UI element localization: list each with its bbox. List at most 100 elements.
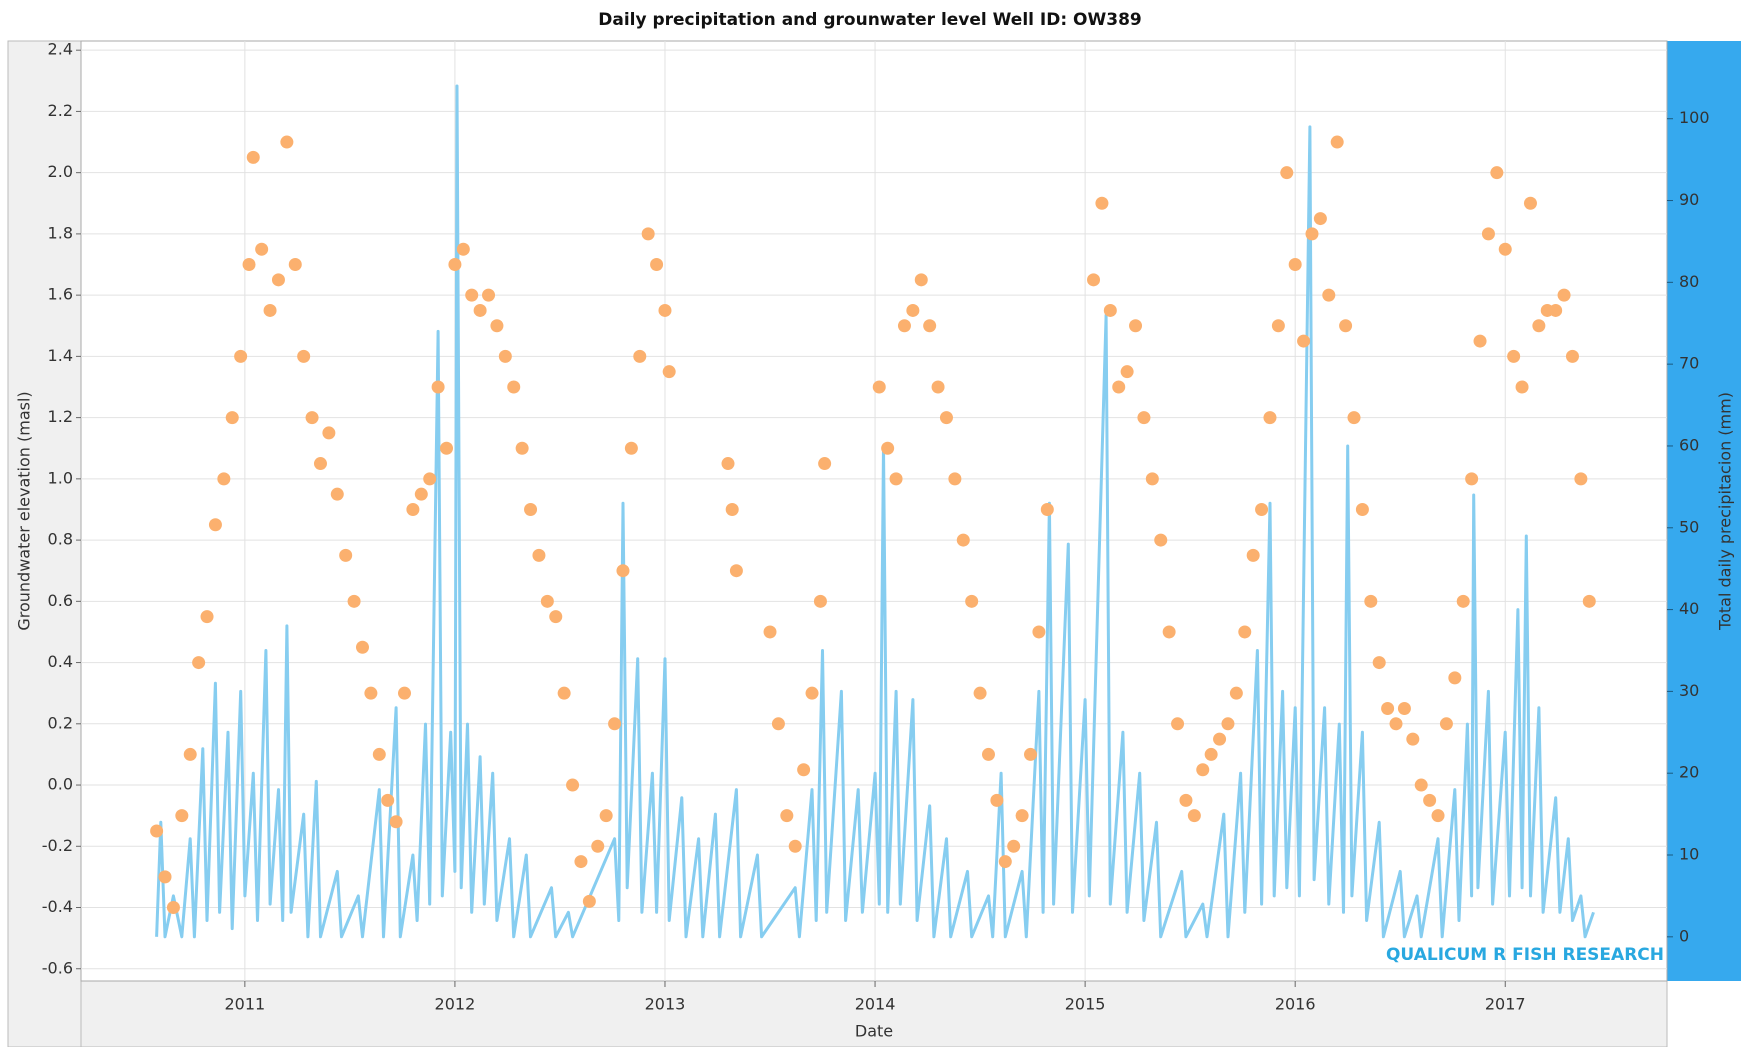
groundwater-point (234, 349, 248, 363)
groundwater-point (515, 441, 529, 455)
groundwater-point (771, 717, 785, 731)
y2-axis-label: Total daily precipitacion (mm) (1716, 392, 1735, 631)
groundwater-point (1448, 671, 1462, 685)
groundwater-point (1456, 594, 1470, 608)
x-tick-label: 2013 (645, 995, 686, 1014)
groundwater-point (889, 472, 903, 486)
groundwater-point (1297, 334, 1311, 348)
groundwater-point (805, 686, 819, 700)
y2-tick-label: 80 (1679, 272, 1699, 291)
groundwater-point (1015, 809, 1029, 823)
groundwater-point (591, 839, 605, 853)
groundwater-point (1263, 411, 1277, 425)
groundwater-point (473, 303, 487, 317)
groundwater-point (818, 457, 832, 471)
y-tick-label: 2.2 (48, 101, 73, 120)
groundwater-point (1565, 349, 1579, 363)
groundwater-point (1213, 732, 1227, 746)
groundwater-point (364, 686, 378, 700)
y-tick-label: 0.2 (48, 713, 73, 732)
precipitation-line (155, 84, 1595, 939)
groundwater-point (1414, 778, 1428, 792)
groundwater-point (1288, 258, 1302, 272)
groundwater-point (1549, 303, 1563, 317)
marks (150, 84, 1596, 939)
groundwater-point (192, 656, 206, 670)
groundwater-point (1406, 732, 1420, 746)
y-tick-label: -0.6 (42, 958, 73, 977)
groundwater-point (923, 319, 937, 333)
x-tick-label: 2011 (224, 995, 265, 1014)
groundwater-point (414, 487, 428, 501)
y2-tick-label: 70 (1679, 354, 1699, 373)
groundwater-point (1246, 548, 1260, 562)
y2-tick-label: 90 (1679, 190, 1699, 209)
y-tick-label: -0.2 (42, 836, 73, 855)
groundwater-point (981, 747, 995, 761)
groundwater-point (956, 533, 970, 547)
groundwater-point (1582, 594, 1596, 608)
groundwater-point (1330, 135, 1344, 149)
y2-tick-label: 20 (1679, 763, 1699, 782)
groundwater-point (280, 135, 294, 149)
groundwater-point (1372, 656, 1386, 670)
y2-tick-label: 60 (1679, 435, 1699, 454)
groundwater-point (271, 273, 285, 287)
groundwater-point (313, 457, 327, 471)
groundwater-point (347, 594, 361, 608)
y-tick-label: 2.0 (48, 162, 73, 181)
groundwater-point (217, 472, 231, 486)
groundwater-point (1465, 472, 1479, 486)
y-tick-label: 1.6 (48, 285, 73, 304)
groundwater-point (797, 763, 811, 777)
groundwater-point (297, 349, 311, 363)
groundwater-point (557, 686, 571, 700)
plot-area (80, 40, 1668, 982)
groundwater-point (1112, 380, 1126, 394)
groundwater-point (1095, 196, 1109, 210)
groundwater-point (616, 564, 630, 578)
groundwater-point (1040, 502, 1054, 516)
groundwater-point (1187, 809, 1201, 823)
groundwater-point (658, 303, 672, 317)
groundwater-point (1523, 196, 1537, 210)
groundwater-point (330, 487, 344, 501)
y2-tick-label: 10 (1679, 845, 1699, 864)
groundwater-point (1439, 717, 1453, 731)
groundwater-point (1498, 242, 1512, 256)
groundwater-point (423, 472, 437, 486)
y2-tick-label: 30 (1679, 681, 1699, 700)
groundwater-point (1280, 166, 1294, 180)
watermark: QUALICUM R FISH RESEARCH (1386, 945, 1664, 965)
groundwater-point (208, 518, 222, 532)
groundwater-point (1221, 717, 1235, 731)
groundwater-point (150, 824, 164, 838)
right-axis-panel (1667, 41, 1741, 981)
groundwater-point (1087, 273, 1101, 287)
groundwater-point (482, 288, 496, 302)
groundwater-point (1145, 472, 1159, 486)
groundwater-point (431, 380, 445, 394)
groundwater-point (1120, 365, 1134, 379)
groundwater-point (288, 258, 302, 272)
groundwater-point (322, 426, 336, 440)
groundwater-point (1196, 763, 1210, 777)
groundwater-point (780, 809, 794, 823)
y-tick-label: 1.4 (48, 346, 73, 365)
groundwater-point (1171, 717, 1185, 731)
groundwater-point (729, 564, 743, 578)
groundwater-point (914, 273, 928, 287)
groundwater-point (305, 411, 319, 425)
groundwater-point (897, 319, 911, 333)
bottom-axis-panel (80, 980, 1668, 1047)
groundwater-point (1347, 411, 1361, 425)
groundwater-point (175, 809, 189, 823)
groundwater-point (246, 150, 260, 164)
groundwater-point (990, 793, 1004, 807)
groundwater-point (381, 793, 395, 807)
groundwater-point (998, 855, 1012, 869)
groundwater-point (1271, 319, 1285, 333)
y-tick-label: 1.8 (48, 223, 73, 242)
groundwater-point (763, 625, 777, 639)
groundwater-point (1355, 502, 1369, 516)
